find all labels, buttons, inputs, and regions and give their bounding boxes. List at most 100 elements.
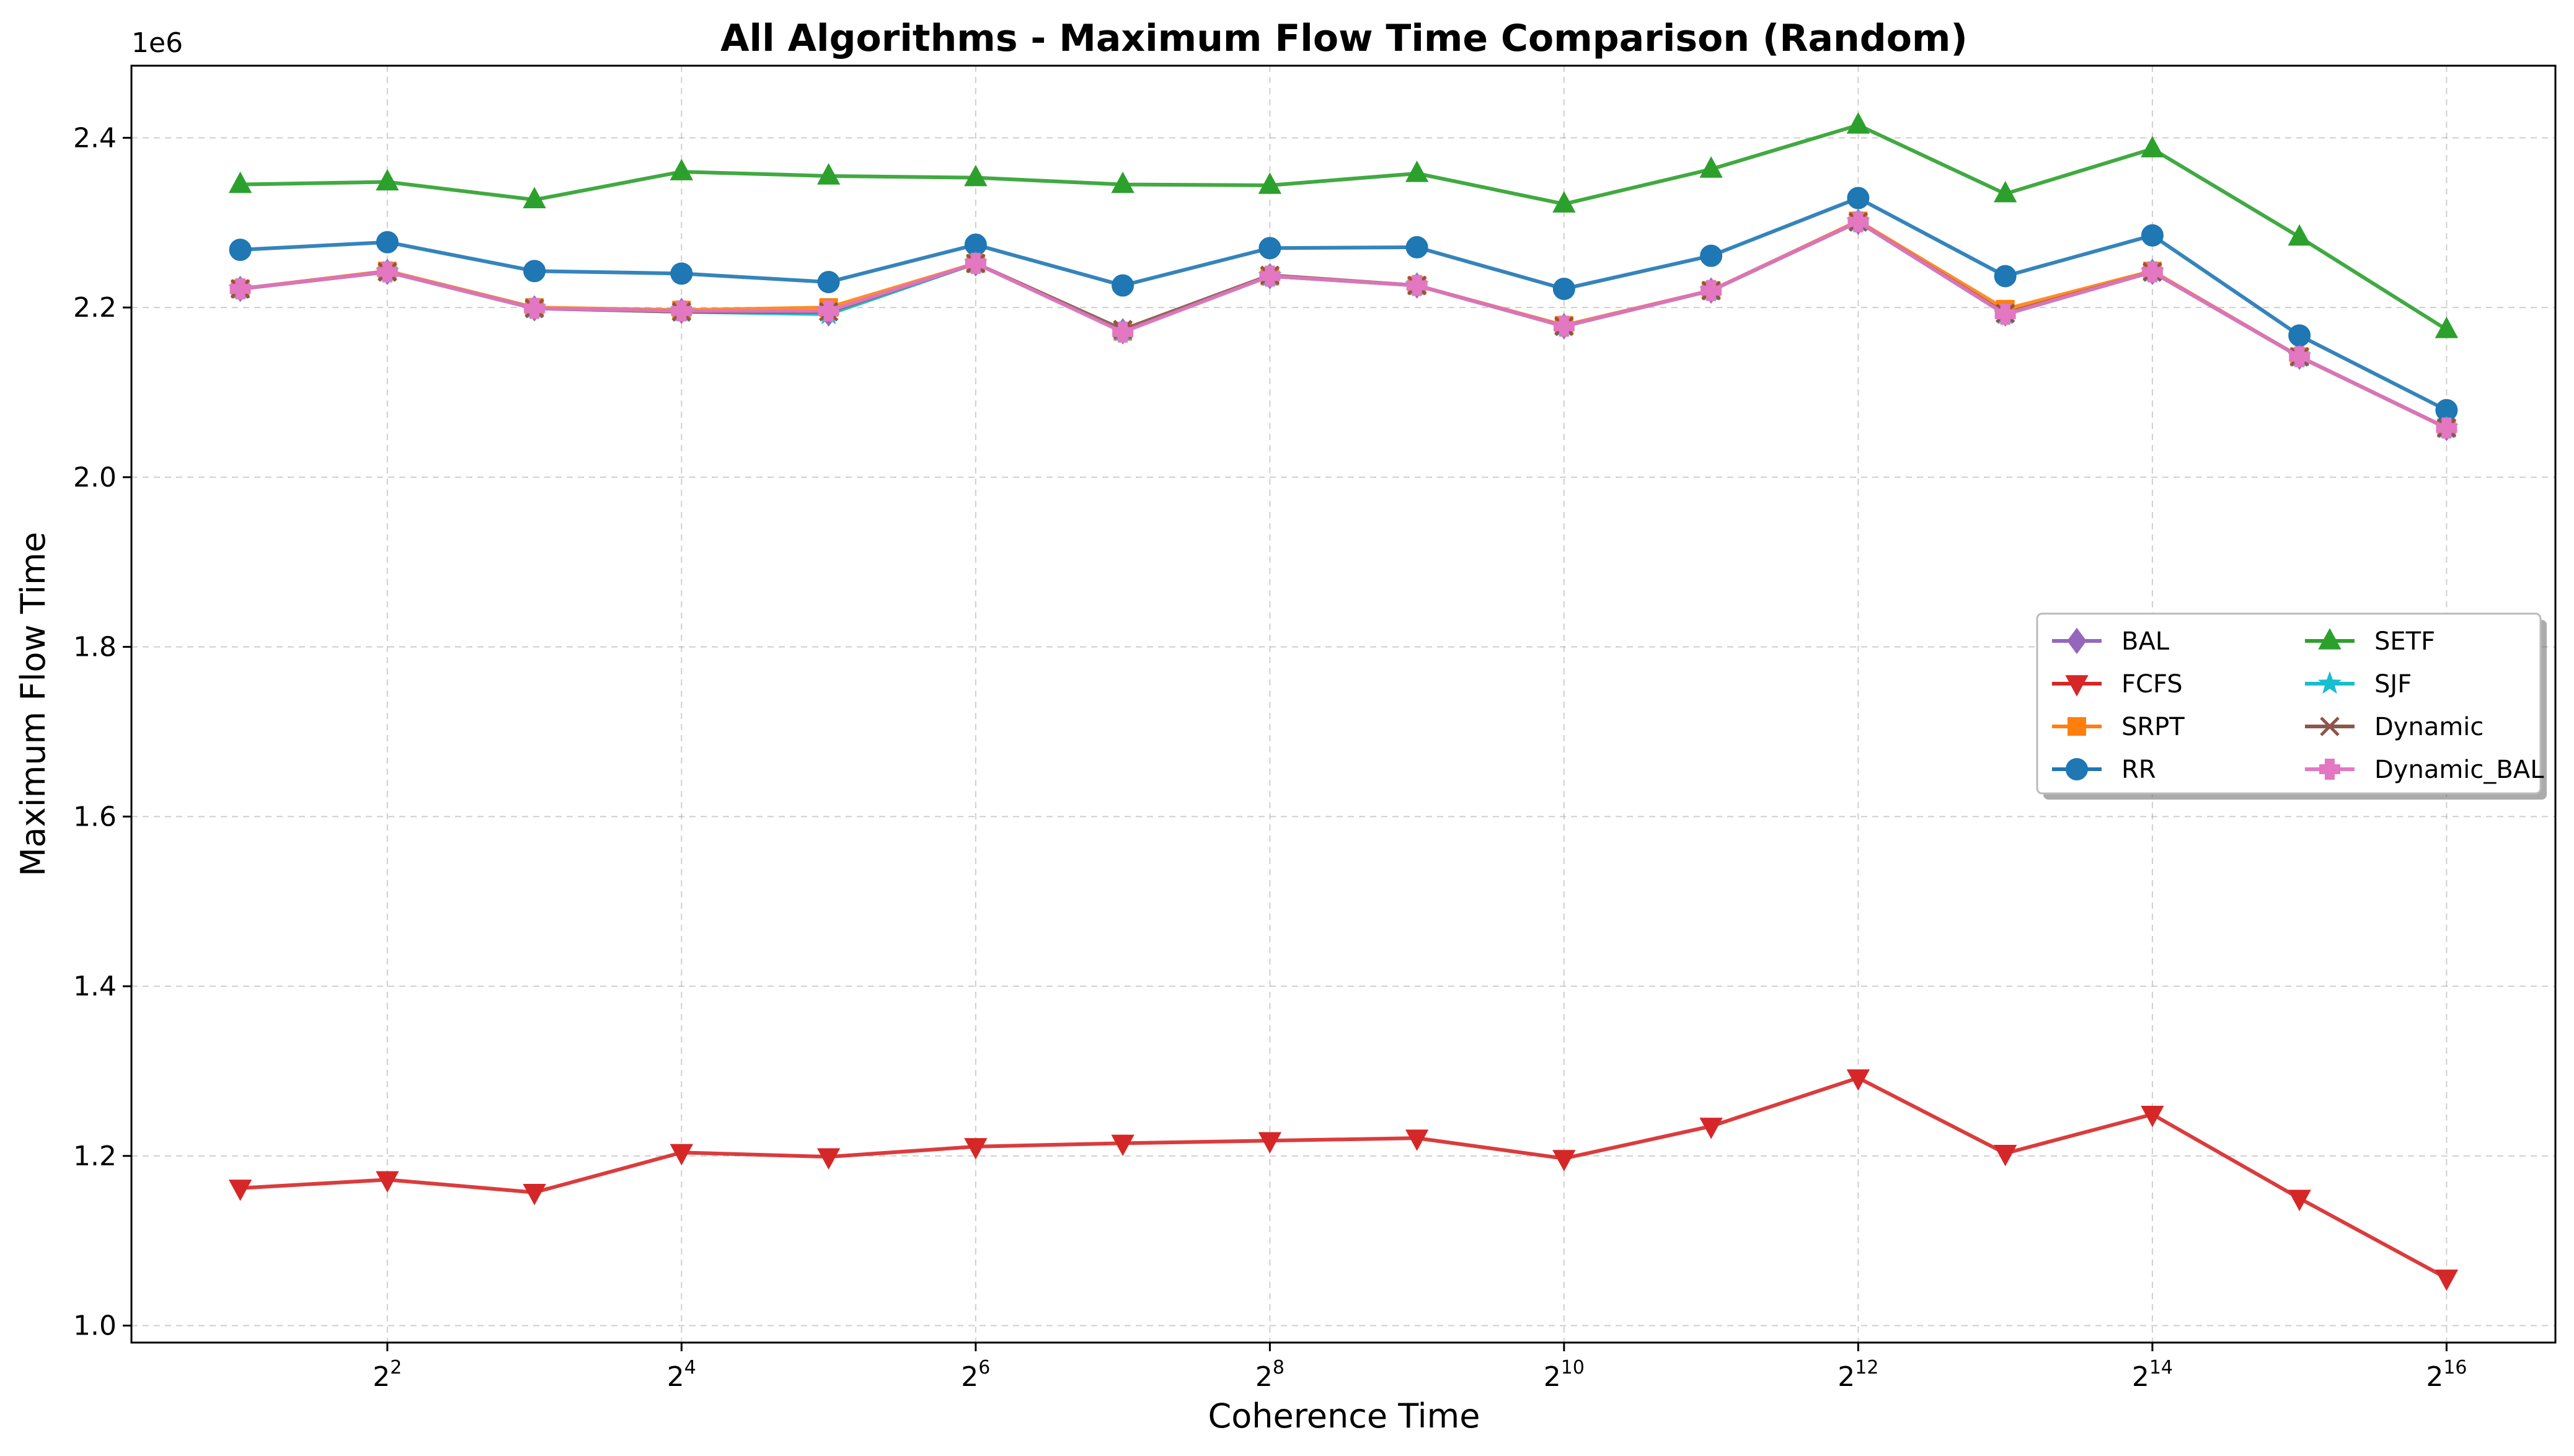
data-point-rr xyxy=(229,239,252,262)
y-axis-label: Maximum Flow Time xyxy=(14,532,53,876)
y-tick-label: 2.0 xyxy=(73,462,117,493)
data-point-dynamic-bal xyxy=(2141,261,2163,283)
legend-marker-dynamic xyxy=(2320,717,2340,736)
data-point-setf xyxy=(228,171,252,193)
data-point-rr xyxy=(670,262,693,285)
y-tick-label: 2.2 xyxy=(73,292,117,324)
x-tick-label: 212 xyxy=(1838,1357,1878,1393)
y-tick-label: 1.0 xyxy=(73,1310,117,1342)
data-point-fcfs xyxy=(964,1138,988,1160)
data-point-rr xyxy=(1700,244,1723,267)
legend-label-srpt: SRPT xyxy=(2121,713,2185,741)
legend-marker-rr xyxy=(2066,758,2088,780)
y-tick-label: 1.6 xyxy=(73,801,117,832)
data-point-setf xyxy=(1111,171,1134,193)
x-tick-label: 28 xyxy=(1255,1357,1285,1393)
legend-label-fcfs: FCFS xyxy=(2121,670,2183,699)
data-point-dynamic-bal xyxy=(1994,304,2016,325)
plot-frame xyxy=(130,64,2557,1344)
x-tick-label: 24 xyxy=(667,1357,696,1393)
data-point-fcfs xyxy=(228,1180,252,1201)
data-point-fcfs xyxy=(1846,1069,1870,1091)
legend-marker-dynamic-bal xyxy=(2319,759,2340,780)
series-line-fcfs xyxy=(240,1075,2448,1280)
y-tick-label: 1.2 xyxy=(73,1141,117,1172)
data-point-fcfs xyxy=(523,1183,546,1206)
data-point-fcfs xyxy=(816,1148,841,1170)
legend-label-setf: SETF xyxy=(2374,627,2435,656)
series-fcfs xyxy=(228,1069,2459,1291)
series-rr xyxy=(229,187,2458,421)
data-point-setf xyxy=(376,169,399,191)
data-point-fcfs xyxy=(2435,1269,2459,1291)
data-point-setf xyxy=(816,163,841,185)
data-point-fcfs xyxy=(1111,1134,1134,1157)
data-point-dynamic-bal xyxy=(524,298,546,319)
data-point-rr xyxy=(1258,237,1281,260)
data-point-dynamic-bal xyxy=(1259,265,1281,287)
data-point-dynamic-bal xyxy=(229,278,251,299)
x-tick-label: 210 xyxy=(1544,1357,1585,1393)
legend-label-bal: BAL xyxy=(2121,627,2170,656)
data-point-setf xyxy=(1699,156,1723,178)
series-line-rr xyxy=(240,196,2448,412)
data-point-fcfs xyxy=(1552,1150,1576,1171)
data-point-dynamic-bal xyxy=(2436,417,2457,439)
data-point-fcfs xyxy=(2141,1106,2164,1127)
series-line-setf xyxy=(240,123,2448,332)
data-point-dynamic-bal xyxy=(965,252,986,274)
data-point-rr xyxy=(2288,324,2311,347)
data-point-rr xyxy=(1405,236,1428,258)
y-tick-label: 1.4 xyxy=(73,971,117,1002)
data-point-setf xyxy=(1258,172,1282,194)
legend: BAL FCFS SRPT RR SETF SJF Dynamic Dynamic_BAL xyxy=(2036,612,2547,800)
legend-label-dynamic: Dynamic xyxy=(2374,713,2483,741)
data-point-dynamic-bal xyxy=(2289,346,2311,368)
y-tick-label: 1.8 xyxy=(73,632,117,663)
data-point-dynamic-bal xyxy=(376,261,398,283)
data-point-dynamic-bal xyxy=(1112,321,1134,343)
data-point-setf xyxy=(964,164,988,187)
series-dynamic-bal xyxy=(229,211,2457,439)
data-point-rr xyxy=(817,271,840,294)
chart-title: All Algorithms - Maximum Flow Time Compa… xyxy=(720,17,1968,60)
legend-label-sjf: SJF xyxy=(2374,670,2412,699)
data-point-dynamic-bal xyxy=(1406,275,1428,296)
data-point-rr xyxy=(376,231,399,254)
data-point-fcfs xyxy=(376,1171,399,1193)
x-tick-label: 22 xyxy=(373,1357,402,1393)
legend-marker-setf xyxy=(2318,628,2342,650)
data-point-fcfs xyxy=(1405,1129,1429,1151)
data-point-fcfs xyxy=(1699,1118,1723,1139)
x-tick-label: 26 xyxy=(961,1357,990,1393)
data-point-rr xyxy=(1994,265,2017,288)
y-offset-label: 1e6 xyxy=(131,27,183,59)
legend-box xyxy=(2036,612,2542,795)
x-tick-label: 214 xyxy=(2132,1357,2173,1393)
legend-label-rr: RR xyxy=(2121,756,2156,784)
data-point-dynamic-bal xyxy=(1847,211,1869,232)
data-point-rr xyxy=(1847,187,1870,210)
data-point-fcfs xyxy=(1993,1145,2017,1167)
data-point-fcfs xyxy=(670,1144,694,1166)
data-point-dynamic-bal xyxy=(1701,280,1722,301)
data-point-rr xyxy=(1552,277,1575,300)
data-point-setf xyxy=(1552,191,1576,213)
data-point-rr xyxy=(2141,224,2164,247)
data-point-setf xyxy=(1993,180,2017,203)
data-point-setf xyxy=(523,187,546,209)
x-axis-label: Coherence Time xyxy=(1208,1396,1480,1436)
data-point-setf xyxy=(2141,136,2164,157)
data-point-setf xyxy=(670,159,694,180)
x-tick-label: 216 xyxy=(2426,1357,2467,1393)
legend-marker-sjf xyxy=(2317,671,2342,694)
series-line-dynamic-bal xyxy=(240,219,2448,430)
legend-marker-srpt xyxy=(2068,717,2086,736)
data-point-setf xyxy=(1846,112,1870,134)
data-point-setf xyxy=(1405,161,1429,182)
data-point-dynamic-bal xyxy=(671,300,692,322)
data-point-fcfs xyxy=(2288,1189,2311,1212)
data-point-setf xyxy=(2288,224,2311,246)
data-point-setf xyxy=(2435,316,2459,338)
